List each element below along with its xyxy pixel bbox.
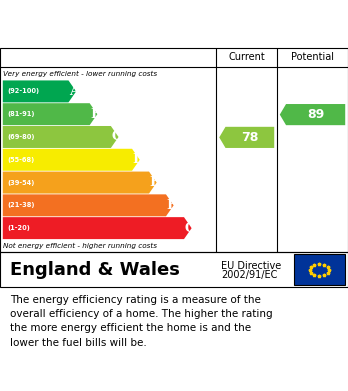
Text: F: F	[167, 199, 176, 212]
Text: (1-20): (1-20)	[7, 225, 30, 231]
Text: D: D	[133, 153, 144, 166]
Text: EU Directive: EU Directive	[221, 260, 281, 271]
FancyBboxPatch shape	[294, 254, 345, 285]
Text: E: E	[150, 176, 160, 189]
Text: Potential: Potential	[291, 52, 334, 62]
Text: G: G	[185, 222, 196, 235]
Text: (92-100): (92-100)	[7, 88, 39, 94]
Polygon shape	[3, 126, 119, 148]
Polygon shape	[3, 194, 174, 216]
Text: 89: 89	[307, 108, 324, 121]
Text: Current: Current	[228, 52, 265, 62]
Text: (55-68): (55-68)	[7, 157, 34, 163]
Text: 78: 78	[241, 131, 259, 144]
Polygon shape	[3, 172, 157, 194]
Text: A: A	[69, 85, 79, 98]
Polygon shape	[3, 149, 140, 171]
Text: England & Wales: England & Wales	[10, 261, 180, 279]
Text: (21-38): (21-38)	[7, 202, 34, 208]
Text: Not energy efficient - higher running costs: Not energy efficient - higher running co…	[3, 243, 157, 249]
Polygon shape	[280, 104, 345, 125]
Text: Energy Efficiency Rating: Energy Efficiency Rating	[9, 15, 238, 33]
Text: Very energy efficient - lower running costs: Very energy efficient - lower running co…	[3, 70, 157, 77]
Text: (81-91): (81-91)	[7, 111, 34, 117]
Text: (69-80): (69-80)	[7, 134, 34, 140]
Text: The energy efficiency rating is a measure of the
overall efficiency of a home. T: The energy efficiency rating is a measur…	[10, 295, 273, 348]
Polygon shape	[219, 127, 274, 148]
Polygon shape	[3, 217, 192, 239]
Text: 2002/91/EC: 2002/91/EC	[221, 270, 277, 280]
Text: (39-54): (39-54)	[7, 179, 34, 186]
Text: C: C	[112, 131, 122, 143]
Polygon shape	[3, 103, 97, 125]
Text: B: B	[90, 108, 102, 121]
Polygon shape	[3, 81, 76, 102]
